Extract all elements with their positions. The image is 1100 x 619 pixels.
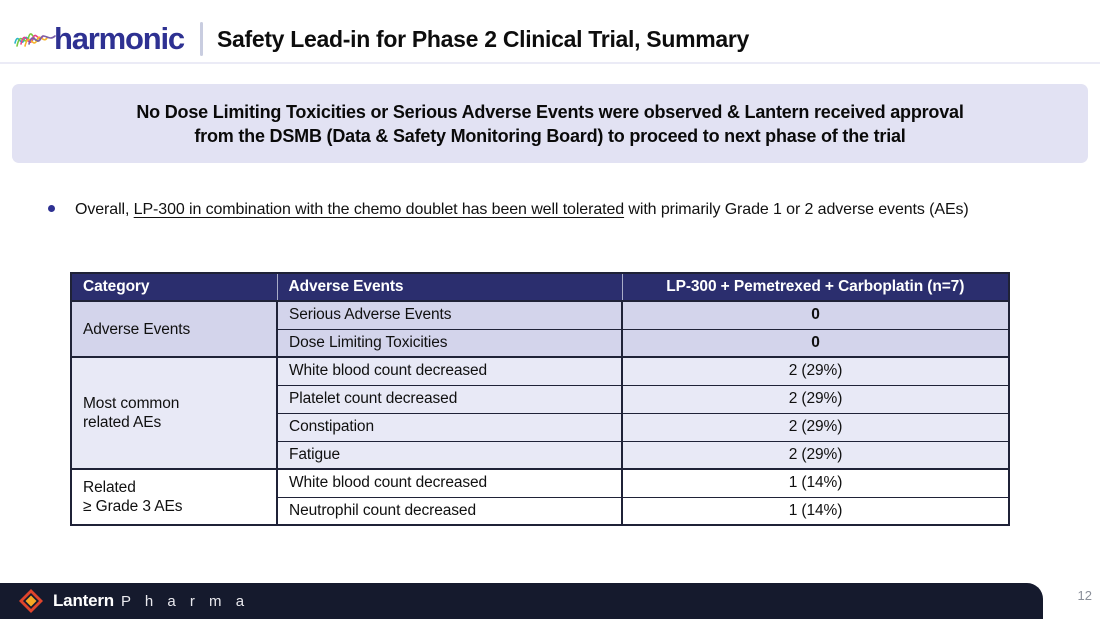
category-line: ≥ Grade 3 AEs [83, 498, 183, 515]
ae-value: 1 (14%) [621, 496, 1009, 525]
category-line: Related [83, 479, 136, 496]
page-number: 12 [1077, 588, 1092, 603]
harmonic-wordmark: harmonic [54, 21, 185, 56]
bullet-icon [48, 205, 55, 212]
ae-value: 2 (29%) [621, 412, 1009, 441]
brand-pharma: P h a r m a [120, 592, 250, 610]
category-adverse-events: Adverse Events [71, 300, 277, 357]
banner-line-1: No Dose Limiting Toxicities or Serious A… [136, 101, 964, 122]
bullet-post: with primarily Grade 1 or 2 adverse even… [624, 201, 969, 218]
footer-bar: Lantern P h a r m a [0, 583, 1043, 619]
table-row: Most common related AEs White blood coun… [71, 356, 1009, 469]
ae-value: 0 [621, 328, 1009, 357]
ae-label: Constipation [276, 412, 622, 441]
table-row: Fatigue 2 (29%) [71, 440, 1009, 469]
table-row: Adverse Events Serious Adverse Events 0 [71, 300, 1009, 357]
ae-label: Platelet count decreased [276, 384, 622, 413]
ae-label: Serious Adverse Events [276, 300, 622, 329]
header-divider [199, 22, 203, 56]
harmonic-logo: harmonic [14, 21, 185, 57]
harmonic-waveform-icon [14, 33, 56, 47]
banner-line-2: from the DSMB (Data & Safety Monitoring … [194, 125, 906, 146]
ae-value: 1 (14%) [621, 468, 1009, 497]
page-title: Safety Lead-in for Phase 2 Clinical Tria… [216, 25, 750, 52]
adverse-events-table: Category Adverse Events LP-300 + Pemetre… [70, 272, 1010, 526]
category-grade3: Related ≥ Grade 3 AEs [71, 468, 277, 525]
brand-lantern: Lantern [53, 591, 114, 610]
lantern-diamond-icon [19, 589, 43, 613]
ae-value: 2 (29%) [621, 384, 1009, 413]
category-line: related AEs [83, 414, 162, 431]
bullet-item: Overall, LP-300 in combination with the … [48, 193, 1018, 227]
ae-label: Fatigue [276, 440, 622, 469]
table-row: Neutrophil count decreased 1 (14%) [71, 496, 1009, 525]
key-message-banner: No Dose Limiting Toxicities or Serious A… [12, 84, 1088, 163]
col-header-category: Category [71, 273, 277, 302]
header: harmonic Safety Lead-in for Phase 2 Clin… [14, 14, 749, 64]
ae-value: 0 [621, 300, 1009, 329]
ae-label: White blood count decreased [276, 356, 622, 385]
table-header-row: Category Adverse Events LP-300 + Pemetre… [71, 273, 1009, 302]
col-header-regimen: LP-300 + Pemetrexed + Carboplatin (n=7) [621, 273, 1009, 302]
category-most-common: Most common related AEs [71, 356, 277, 469]
table-row: Constipation 2 (29%) [71, 412, 1009, 441]
adverse-events-table-wrap: Category Adverse Events LP-300 + Pemetre… [70, 272, 1010, 526]
category-line: Adverse Events [83, 320, 191, 338]
header-rule [0, 62, 1100, 64]
ae-value: 2 (29%) [621, 356, 1009, 385]
ae-label: White blood count decreased [276, 468, 622, 497]
bullet-underlined: LP-300 in combination with the chemo dou… [133, 201, 625, 218]
table-row: Related ≥ Grade 3 AEs White blood count … [71, 468, 1009, 525]
lantern-pharma-logo: Lantern P h a r m a [18, 588, 249, 614]
table-row: Dose Limiting Toxicities 0 [71, 328, 1009, 357]
table-row: Platelet count decreased 2 (29%) [71, 384, 1009, 413]
bullet-pre: Overall, [75, 201, 134, 218]
col-header-adverse-events: Adverse Events [276, 273, 622, 302]
category-line: Most common [83, 395, 180, 412]
bullet-text: Overall, LP-300 in combination with the … [75, 193, 1015, 227]
ae-label: Neutrophil count decreased [276, 496, 622, 525]
ae-label: Dose Limiting Toxicities [276, 328, 622, 357]
ae-value: 2 (29%) [621, 440, 1009, 469]
